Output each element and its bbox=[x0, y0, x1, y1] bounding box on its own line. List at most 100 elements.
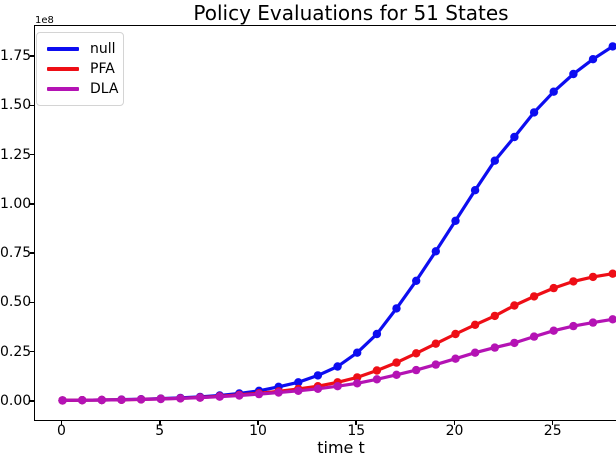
data-point bbox=[294, 378, 303, 387]
data-point bbox=[490, 311, 499, 321]
y-tick-label: 0.50 bbox=[0, 294, 32, 311]
data-point bbox=[353, 348, 362, 357]
x-tick-mark bbox=[453, 420, 456, 425]
data-point bbox=[569, 277, 578, 286]
legend-line-swatch bbox=[47, 67, 79, 71]
data-point bbox=[490, 343, 499, 352]
data-point bbox=[608, 315, 616, 324]
data-point bbox=[372, 329, 382, 339]
data-point bbox=[392, 304, 401, 313]
legend-line-swatch bbox=[47, 87, 79, 91]
data-point bbox=[549, 283, 558, 293]
data-point bbox=[588, 55, 598, 64]
x-tick-label: 20 bbox=[445, 423, 464, 439]
data-point bbox=[549, 87, 558, 96]
data-point bbox=[529, 108, 539, 117]
y-tick-mark bbox=[30, 55, 34, 57]
data-point bbox=[451, 329, 460, 339]
legend-entry-DLA: DLA bbox=[37, 79, 123, 99]
data-point bbox=[156, 394, 165, 404]
data-point bbox=[549, 326, 558, 335]
plot-lines-svg bbox=[58, 42, 616, 405]
data-point bbox=[470, 186, 480, 195]
legend-label: PFA bbox=[90, 61, 115, 77]
x-tick-label: 10 bbox=[249, 423, 267, 439]
data-point bbox=[431, 360, 440, 369]
data-point bbox=[313, 371, 323, 380]
data-point bbox=[451, 354, 460, 363]
legend-entry-PFA: PFA bbox=[37, 59, 123, 79]
data-point bbox=[313, 384, 323, 393]
y-tick-mark bbox=[30, 301, 34, 304]
data-point bbox=[510, 301, 519, 310]
data-point bbox=[608, 269, 616, 278]
y-tick-mark bbox=[30, 104, 34, 107]
y-tick-mark bbox=[30, 252, 34, 254]
data-point bbox=[372, 366, 382, 375]
data-point bbox=[470, 320, 480, 329]
series-DLA bbox=[58, 315, 616, 405]
data-point bbox=[510, 132, 519, 142]
data-point bbox=[136, 395, 146, 404]
y-tick-label: 1.00 bbox=[0, 195, 32, 212]
y-tick-mark bbox=[30, 153, 34, 156]
legend-label: null bbox=[90, 41, 116, 57]
plot-area bbox=[34, 25, 616, 421]
legend-label: DLA bbox=[90, 81, 119, 97]
x-tick-label: 15 bbox=[347, 423, 366, 439]
data-point bbox=[431, 247, 440, 256]
data-point bbox=[58, 396, 67, 405]
data-point bbox=[490, 156, 499, 165]
x-axis-label: time t bbox=[317, 438, 365, 456]
data-point bbox=[117, 395, 126, 404]
data-point bbox=[333, 382, 342, 391]
x-tick-label: 5 bbox=[155, 423, 165, 439]
data-point bbox=[392, 358, 401, 367]
data-point bbox=[412, 276, 421, 285]
y-tick-label: 0.25 bbox=[0, 343, 32, 360]
chart-title: Policy Evaluations for 51 States bbox=[193, 1, 509, 25]
legend-entry-null: null bbox=[37, 39, 123, 59]
data-point bbox=[588, 318, 598, 327]
data-point bbox=[529, 332, 539, 341]
data-point bbox=[569, 69, 578, 79]
data-point bbox=[569, 321, 578, 331]
data-point bbox=[274, 388, 283, 397]
data-point bbox=[470, 348, 480, 357]
x-tick-mark bbox=[551, 420, 554, 425]
y-tick-mark bbox=[30, 350, 34, 353]
y-tick-label: 1.25 bbox=[0, 146, 32, 163]
data-point bbox=[254, 389, 264, 399]
data-point bbox=[353, 373, 362, 382]
y-axis-multiplier-label: 1e8 bbox=[35, 15, 54, 26]
data-point bbox=[333, 362, 342, 371]
x-tick-mark bbox=[355, 420, 357, 425]
x-tick-mark bbox=[60, 420, 63, 425]
data-point bbox=[215, 392, 224, 401]
data-point bbox=[78, 396, 87, 405]
y-tick-label: 0.00 bbox=[0, 392, 32, 409]
y-tick-mark bbox=[30, 400, 34, 402]
x-tick-label: 0 bbox=[57, 423, 66, 439]
y-tick-label: 0.75 bbox=[0, 245, 32, 262]
series-null bbox=[58, 42, 616, 405]
data-point bbox=[294, 386, 303, 395]
x-tick-label: 25 bbox=[543, 423, 562, 439]
data-point bbox=[412, 349, 421, 358]
legend: null PFA DLA bbox=[36, 32, 124, 106]
data-point bbox=[392, 370, 401, 379]
data-point bbox=[588, 272, 598, 282]
y-tick-label: 1.75 bbox=[0, 48, 32, 65]
data-point bbox=[412, 365, 421, 375]
data-point bbox=[529, 292, 539, 301]
data-point bbox=[431, 339, 440, 348]
y-tick-label: 1.50 bbox=[0, 97, 32, 114]
data-point bbox=[451, 216, 460, 225]
data-point bbox=[235, 391, 244, 400]
legend-line-swatch bbox=[47, 47, 79, 51]
y-tick-mark bbox=[30, 203, 34, 205]
data-point bbox=[176, 394, 185, 403]
data-point bbox=[353, 379, 362, 388]
data-point bbox=[608, 42, 616, 51]
data-point bbox=[510, 338, 519, 348]
